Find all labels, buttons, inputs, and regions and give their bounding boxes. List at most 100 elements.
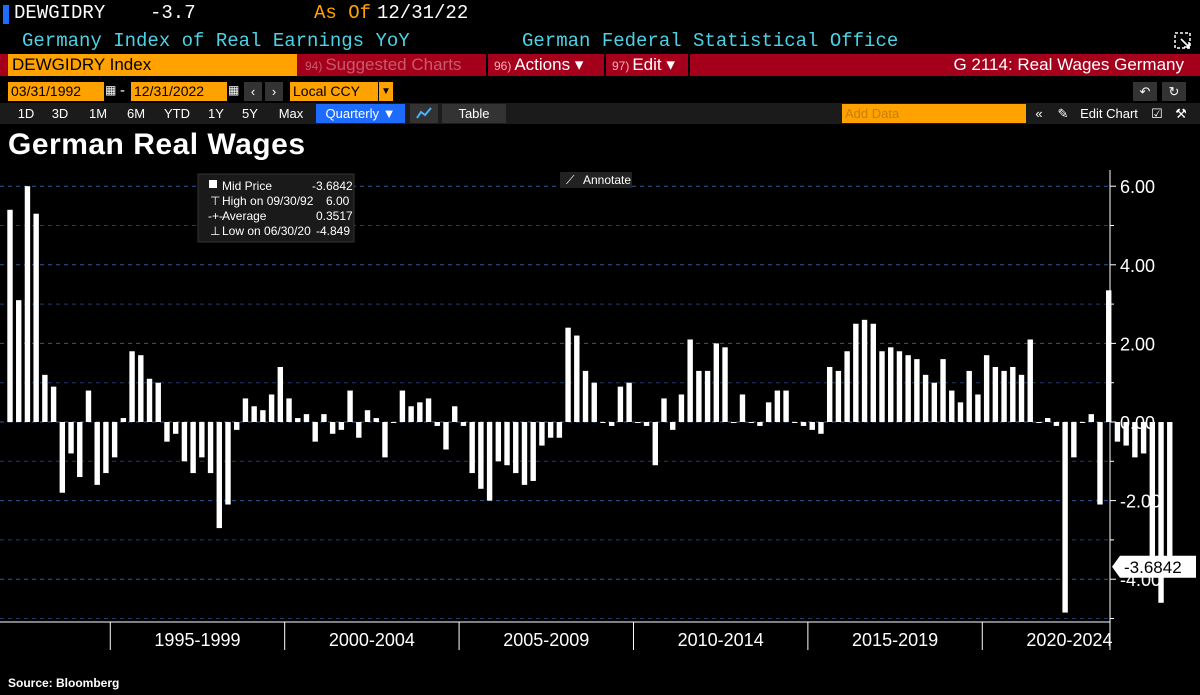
bar	[826, 366, 833, 422]
bar	[216, 422, 222, 529]
suggested-charts-button[interactable]: 94) Suggested Charts	[305, 54, 461, 76]
bar	[486, 422, 493, 501]
legend-avg-value: 0.3517	[316, 209, 353, 223]
next-arrow-icon[interactable]: ›	[265, 82, 283, 101]
y-tick-label: 4.00	[1120, 256, 1155, 276]
actions-label: Actions ▾	[514, 55, 584, 74]
annotate-button[interactable]: ⟋ Annotate	[560, 172, 632, 188]
period-6m[interactable]: 6M	[126, 106, 146, 121]
period-3d[interactable]: 3D	[51, 106, 69, 121]
bar	[138, 355, 144, 422]
currency-select[interactable]: Local CCY	[290, 82, 378, 101]
edit-chart-button[interactable]: Edit Chart	[1080, 106, 1138, 121]
add-data-field[interactable]: Add Data	[842, 104, 1026, 123]
bar	[739, 394, 746, 422]
bar	[879, 351, 885, 422]
bar	[731, 422, 737, 423]
divider	[604, 54, 606, 76]
bar	[295, 418, 301, 422]
bar	[626, 382, 632, 422]
bar	[1079, 422, 1086, 423]
bar	[931, 382, 938, 422]
bar	[582, 370, 589, 422]
bar	[704, 370, 711, 422]
range-dash: -	[120, 82, 125, 99]
bar	[103, 422, 109, 474]
bar	[983, 355, 990, 422]
bar	[234, 422, 240, 430]
period-max[interactable]: Max	[278, 106, 304, 121]
series-description: Germany Index of Real Earnings YoY	[22, 30, 410, 52]
edit-button[interactable]: 97) Edit ▾	[612, 54, 675, 76]
period-1y[interactable]: 1Y	[208, 106, 224, 121]
bar	[670, 422, 676, 430]
undo-icon[interactable]: ↶	[1133, 82, 1157, 101]
bar	[24, 186, 31, 422]
popout-icon[interactable]	[1172, 30, 1194, 52]
end-date-field[interactable]: 12/31/2022	[131, 82, 227, 101]
calendar-icon[interactable]: ▦	[105, 83, 117, 97]
bar	[1114, 422, 1121, 442]
bar	[591, 382, 597, 422]
bar	[443, 422, 449, 450]
bar	[774, 390, 781, 422]
table-button[interactable]: Table	[442, 104, 506, 123]
collapse-icon[interactable]: «	[1035, 106, 1043, 121]
bar	[818, 422, 824, 434]
bar	[966, 370, 972, 422]
bar	[460, 422, 467, 426]
chevron-down-icon[interactable]: ▼	[379, 82, 393, 101]
pencil-icon[interactable]: ✎	[1057, 106, 1069, 121]
bar	[678, 394, 685, 422]
gridlines	[0, 185, 1110, 619]
bar	[539, 422, 545, 446]
edit-label: Edit ▾	[632, 55, 675, 74]
settings-edit-icon[interactable]: ☑	[1151, 106, 1163, 121]
line-chart-icon[interactable]	[410, 104, 438, 123]
tools-icon[interactable]: ⚒	[1175, 106, 1187, 121]
calendar-icon[interactable]: ▦	[228, 83, 240, 97]
edit-num: 97)	[612, 59, 630, 73]
low-marker-icon: ⊥	[210, 224, 220, 238]
bar	[896, 351, 903, 422]
as-of-date: 12/31/22	[377, 2, 469, 24]
bar	[452, 406, 458, 422]
security-field[interactable]: DEWGIDRY Index	[8, 54, 297, 76]
bar	[949, 390, 955, 422]
bar	[164, 422, 170, 442]
bar	[373, 418, 379, 422]
actions-button[interactable]: 96) Actions ▾	[494, 54, 583, 76]
bar	[33, 213, 39, 422]
bar	[835, 370, 842, 422]
frequency-select[interactable]: Quarterly ▼	[316, 104, 405, 123]
bar	[399, 390, 406, 422]
legend-low-value: -4.849	[316, 224, 350, 238]
period-1m[interactable]: 1M	[88, 106, 108, 121]
prev-arrow-icon[interactable]: ‹	[244, 82, 262, 101]
description-row: Germany Index of Real Earnings YoY Germa…	[0, 30, 1200, 52]
bar	[844, 351, 850, 422]
period-1d[interactable]: 1D	[17, 106, 35, 121]
bar	[303, 414, 310, 422]
refresh-icon[interactable]: ↻	[1162, 82, 1186, 101]
chart-title: German Real Wages	[8, 128, 306, 161]
bar	[765, 402, 772, 422]
bar	[77, 422, 83, 478]
period-5y[interactable]: 5Y	[242, 106, 258, 121]
actions-num: 96)	[494, 59, 512, 73]
bar	[286, 398, 292, 422]
x-tick-label: 2000-2004	[329, 630, 415, 650]
bar	[1158, 422, 1164, 603]
bar	[530, 422, 536, 481]
bar	[260, 410, 266, 422]
bar	[574, 335, 580, 422]
bar	[408, 406, 414, 422]
x-tick-label: 2010-2014	[678, 630, 764, 650]
bar	[7, 209, 13, 422]
start-date-field[interactable]: 03/31/1992	[8, 82, 104, 101]
bar	[661, 398, 667, 422]
bar	[1149, 422, 1156, 564]
bar	[870, 323, 876, 422]
period-ytd[interactable]: YTD	[164, 106, 190, 121]
bar	[155, 382, 161, 422]
